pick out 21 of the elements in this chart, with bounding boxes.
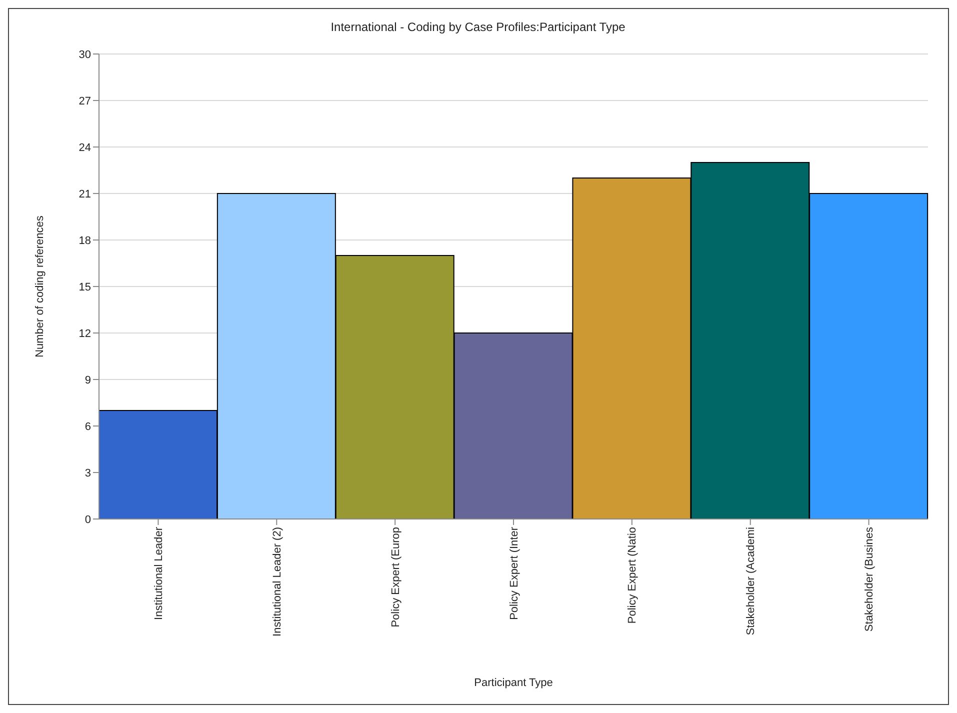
y-tick-label: 3: [84, 467, 91, 480]
chart-title: International - Coding by Case Profiles:Participant Type: [330, 20, 626, 34]
y-tick-label: 9: [84, 374, 91, 386]
x-tick-label: Policy Expert (Natio: [626, 527, 639, 624]
y-tick-label: 6: [84, 420, 91, 433]
y-tick-label: 12: [78, 328, 91, 340]
x-tick-label: Institutional Leader: [153, 526, 166, 620]
x-tick-label: Institutional Leader (2): [271, 527, 284, 636]
x-tick-label: Policy Expert (Inter: [508, 526, 520, 620]
y-tick-label: 15: [78, 281, 91, 294]
y-tick-label: 24: [78, 142, 91, 154]
x-tick-label: Stakeholder (Academi: [745, 527, 758, 636]
x-axis-title: Participant Type: [474, 677, 553, 689]
x-tick-label: Stakeholder (Busines: [864, 526, 876, 632]
y-tick-label: 0: [84, 514, 91, 526]
y-axis-title: Number of coding references: [34, 215, 46, 358]
y-tick-label: 18: [78, 234, 91, 247]
y-tick-label: 21: [78, 188, 91, 200]
x-tick-label: Policy Expert (Europ: [390, 527, 402, 628]
y-tick-label: 27: [78, 95, 91, 108]
y-tick-label: 30: [78, 48, 91, 61]
